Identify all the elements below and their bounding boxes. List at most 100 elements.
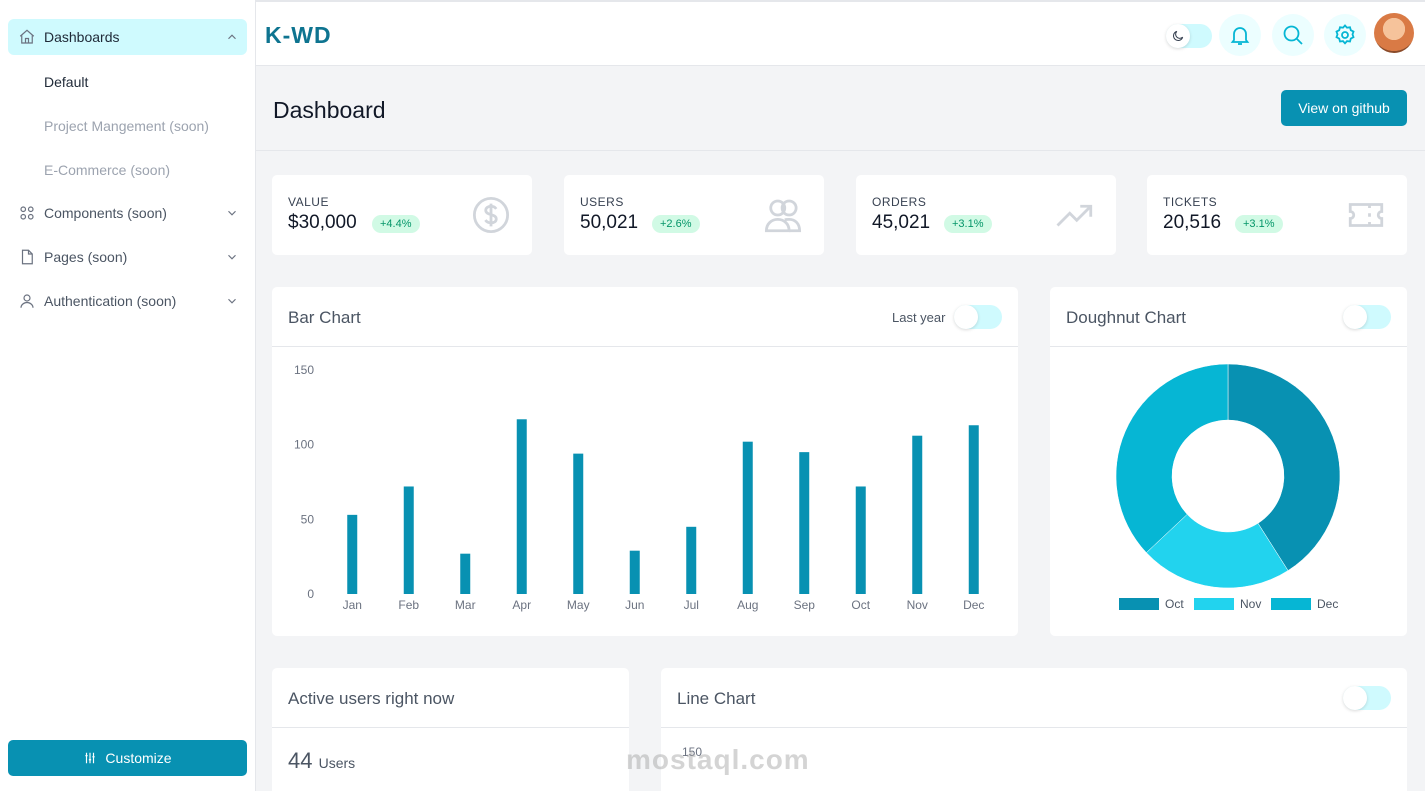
card-title: Active users right now bbox=[288, 689, 455, 708]
card-title: Bar Chart bbox=[288, 308, 361, 327]
toggle-knob bbox=[1343, 305, 1367, 329]
line-chart-y-tick: 150 bbox=[682, 745, 703, 759]
stat-value: 20,516 bbox=[1163, 212, 1222, 233]
active-users-count: 44 Users bbox=[288, 748, 355, 774]
dark-mode-toggle[interactable] bbox=[1166, 24, 1212, 48]
bar-may[interactable] bbox=[573, 453, 584, 594]
card-title: Doughnut Chart bbox=[1066, 308, 1187, 327]
toggle-knob bbox=[1343, 686, 1367, 710]
sidebar-item-dashboards[interactable]: Dashboards bbox=[8, 19, 247, 55]
bar-apr[interactable] bbox=[516, 419, 527, 594]
chevron-down-icon bbox=[225, 294, 239, 308]
bar-x-tick-label: Apr bbox=[512, 598, 531, 612]
bar-x-tick-label: Jul bbox=[684, 598, 699, 612]
stat-label: VALUE bbox=[288, 195, 329, 209]
stat-change-badge: +2.6% bbox=[652, 215, 700, 233]
card-title: Line Chart bbox=[677, 689, 756, 708]
bar-feb[interactable] bbox=[403, 486, 414, 594]
home-icon bbox=[18, 28, 36, 46]
sidebar-item-components[interactable]: Components (soon) bbox=[8, 195, 247, 231]
bar-nov[interactable] bbox=[912, 435, 923, 594]
line-chart-toggle[interactable] bbox=[1343, 686, 1391, 710]
sidebar: Dashboards Default Project Mangement (so… bbox=[0, 0, 256, 791]
view-on-github-button[interactable]: View on github bbox=[1281, 90, 1407, 126]
bar-jul[interactable] bbox=[686, 526, 697, 594]
slice-dec[interactable] bbox=[1115, 363, 1229, 554]
customize-button[interactable]: Customize bbox=[8, 740, 247, 776]
sidebar-item-label: Authentication (soon) bbox=[44, 293, 177, 309]
stat-value: 45,021 bbox=[872, 212, 931, 233]
legend-swatch-oct bbox=[1119, 598, 1159, 610]
bar-x-tick-label: Sep bbox=[794, 598, 816, 612]
line-chart-card: Line Chart 150 bbox=[661, 668, 1407, 791]
bar-x-tick-label: Feb bbox=[398, 598, 419, 612]
chevron-down-icon bbox=[225, 250, 239, 264]
sidebar-subitem-ecommerce[interactable]: E-Commerce (soon) bbox=[44, 162, 171, 178]
users-icon bbox=[762, 194, 804, 236]
bar-oct[interactable] bbox=[855, 486, 866, 594]
doughnut-chart: Oct Nov Dec bbox=[1115, 363, 1341, 611]
slice-oct[interactable] bbox=[1227, 363, 1341, 571]
chevron-down-icon bbox=[225, 206, 239, 220]
bar-sep[interactable] bbox=[799, 452, 810, 594]
card-header: Line Chart bbox=[661, 668, 1407, 728]
stat-change-badge: +4.4% bbox=[372, 215, 420, 233]
sidebar-subitem-project-management[interactable]: Project Mangement (soon) bbox=[44, 118, 209, 134]
doughnut-toggle[interactable] bbox=[1343, 305, 1391, 329]
dollar-icon bbox=[470, 194, 512, 236]
slice-nov[interactable] bbox=[1146, 513, 1289, 589]
top-bar: K-WD bbox=[256, 0, 1425, 66]
bar-x-tick-label: Nov bbox=[907, 598, 928, 612]
bar-x-tick-label: Jun bbox=[625, 598, 644, 612]
bar-x-tick-label: Dec bbox=[963, 598, 984, 612]
doughnut-chart-card: Doughnut Chart Oct Nov Dec bbox=[1050, 287, 1407, 636]
legend-label-dec[interactable]: Dec bbox=[1317, 597, 1338, 611]
search-icon bbox=[1283, 25, 1303, 45]
bar-y-tick-label: 0 bbox=[307, 587, 314, 601]
stat-value: $30,000 bbox=[288, 212, 357, 233]
settings-button[interactable] bbox=[1324, 14, 1366, 56]
search-button[interactable] bbox=[1272, 14, 1314, 56]
page-header: Dashboard View on github bbox=[256, 66, 1425, 151]
last-year-toggle[interactable] bbox=[954, 305, 1002, 329]
legend-swatch-dec bbox=[1271, 598, 1311, 610]
stat-change-badge: +3.1% bbox=[944, 215, 992, 233]
customize-label: Customize bbox=[105, 750, 172, 766]
sidebar-item-label: Dashboards bbox=[44, 29, 120, 45]
bell-icon bbox=[1230, 27, 1250, 45]
last-year-label: Last year bbox=[892, 310, 946, 325]
page-title: Dashboard bbox=[273, 97, 386, 123]
bar-x-tick-label: May bbox=[567, 598, 590, 612]
stat-card-orders: ORDERS 45,021 +3.1% bbox=[856, 175, 1116, 255]
bar-jun[interactable] bbox=[629, 550, 640, 594]
moon-icon bbox=[1173, 30, 1184, 41]
bar-y-tick-label: 100 bbox=[294, 438, 314, 452]
stat-change-badge: +3.1% bbox=[1235, 215, 1283, 233]
sidebar-item-label: Pages (soon) bbox=[44, 249, 128, 265]
bar-mar[interactable] bbox=[460, 553, 471, 594]
legend-label-oct[interactable]: Oct bbox=[1165, 597, 1184, 611]
bar-jan[interactable] bbox=[347, 514, 358, 594]
sidebar-item-pages[interactable]: Pages (soon) bbox=[8, 239, 247, 275]
bar-y-tick-label: 150 bbox=[294, 363, 314, 377]
stat-label: ORDERS bbox=[872, 195, 927, 209]
sidebar-subitem-default[interactable]: Default bbox=[44, 74, 89, 90]
bar-aug[interactable] bbox=[742, 441, 753, 594]
brand-logo[interactable]: K-WD bbox=[265, 22, 332, 48]
sidebar-item-authentication[interactable]: Authentication (soon) bbox=[8, 283, 247, 319]
ticket-icon bbox=[1345, 194, 1387, 236]
stat-label: USERS bbox=[580, 195, 624, 209]
stat-label: TICKETS bbox=[1163, 195, 1218, 209]
legend-label-nov[interactable]: Nov bbox=[1240, 597, 1261, 611]
toggle-knob bbox=[1166, 24, 1190, 48]
bar-dec[interactable] bbox=[968, 425, 979, 594]
avatar[interactable] bbox=[1374, 13, 1414, 53]
bar-x-tick-label: Mar bbox=[455, 598, 476, 612]
notifications-button[interactable] bbox=[1219, 14, 1261, 56]
user-icon bbox=[18, 292, 36, 310]
active-users-number: 44 bbox=[288, 748, 313, 773]
document-icon bbox=[18, 248, 36, 266]
bar-x-tick-label: Aug bbox=[737, 598, 758, 612]
stat-card-tickets: TICKETS 20,516 +3.1% bbox=[1147, 175, 1407, 255]
card-header: Doughnut Chart bbox=[1050, 287, 1407, 347]
